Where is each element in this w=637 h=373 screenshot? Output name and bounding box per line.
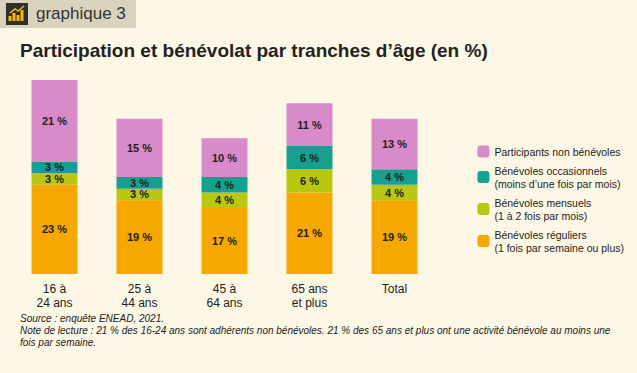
- svg-text:15 %: 15 %: [127, 142, 152, 154]
- svg-text:25 à: 25 à: [128, 282, 152, 296]
- svg-text:(moins d’une fois par mois): (moins d’une fois par mois): [494, 178, 620, 190]
- svg-text:21 %: 21 %: [297, 227, 322, 239]
- svg-text:4 %: 4 %: [215, 179, 234, 191]
- svg-text:21 %: 21 %: [42, 115, 67, 127]
- svg-text:3 %: 3 %: [130, 177, 149, 189]
- svg-text:16 à: 16 à: [43, 282, 67, 296]
- svg-text:Bénévoles réguliers: Bénévoles réguliers: [494, 229, 586, 241]
- svg-text:13 %: 13 %: [382, 138, 407, 150]
- svg-text:10 %: 10 %: [212, 152, 237, 164]
- svg-text:3 %: 3 %: [45, 161, 64, 173]
- svg-text:et plus: et plus: [292, 296, 327, 310]
- svg-text:44 ans: 44 ans: [121, 296, 157, 310]
- svg-text:23 %: 23 %: [42, 223, 67, 235]
- svg-text:65 ans: 65 ans: [291, 282, 327, 296]
- svg-text:(1 à 2 fois par mois): (1 à 2 fois par mois): [494, 210, 587, 222]
- html-text:Source : enquête ENEAD, 2021.: Source : enquête ENEAD, 2021.: [20, 313, 164, 324]
- svg-text:6 %: 6 %: [300, 152, 319, 164]
- svg-text:(1 fois par semaine ou plus): (1 fois par semaine ou plus): [494, 242, 624, 254]
- svg-text:11 %: 11 %: [297, 119, 322, 131]
- svg-text:6 %: 6 %: [300, 175, 319, 187]
- svg-text:Participants non bénévoles: Participants non bénévoles: [494, 146, 620, 158]
- svg-text:4 %: 4 %: [385, 171, 404, 183]
- svg-text:Bénévoles mensuels: Bénévoles mensuels: [494, 197, 591, 209]
- html-text:Participation et bénévolat par: Participation et bénévolat par tranches …: [20, 40, 488, 61]
- html-text:graphique 3: graphique 3: [36, 4, 126, 23]
- svg-text:4 %: 4 %: [215, 194, 234, 206]
- svg-text:4 %: 4 %: [385, 187, 404, 199]
- svg-text:24 ans: 24 ans: [36, 296, 72, 310]
- svg-text:3 %: 3 %: [45, 173, 64, 185]
- svg-text:19 %: 19 %: [382, 231, 407, 243]
- svg-text:3 %: 3 %: [130, 188, 149, 200]
- svg-text:19 %: 19 %: [127, 231, 152, 243]
- svg-text:64 ans: 64 ans: [206, 296, 242, 310]
- svg-text:Bénévoles occasionnels: Bénévoles occasionnels: [494, 165, 607, 177]
- html-text:Note de lecture : 21 % des 16-: Note de lecture : 21 % des 16-24 ans son…: [20, 325, 611, 348]
- svg-text:45 à: 45 à: [213, 282, 237, 296]
- svg-text:Total: Total: [382, 282, 407, 296]
- svg-text:17 %: 17 %: [212, 235, 237, 247]
